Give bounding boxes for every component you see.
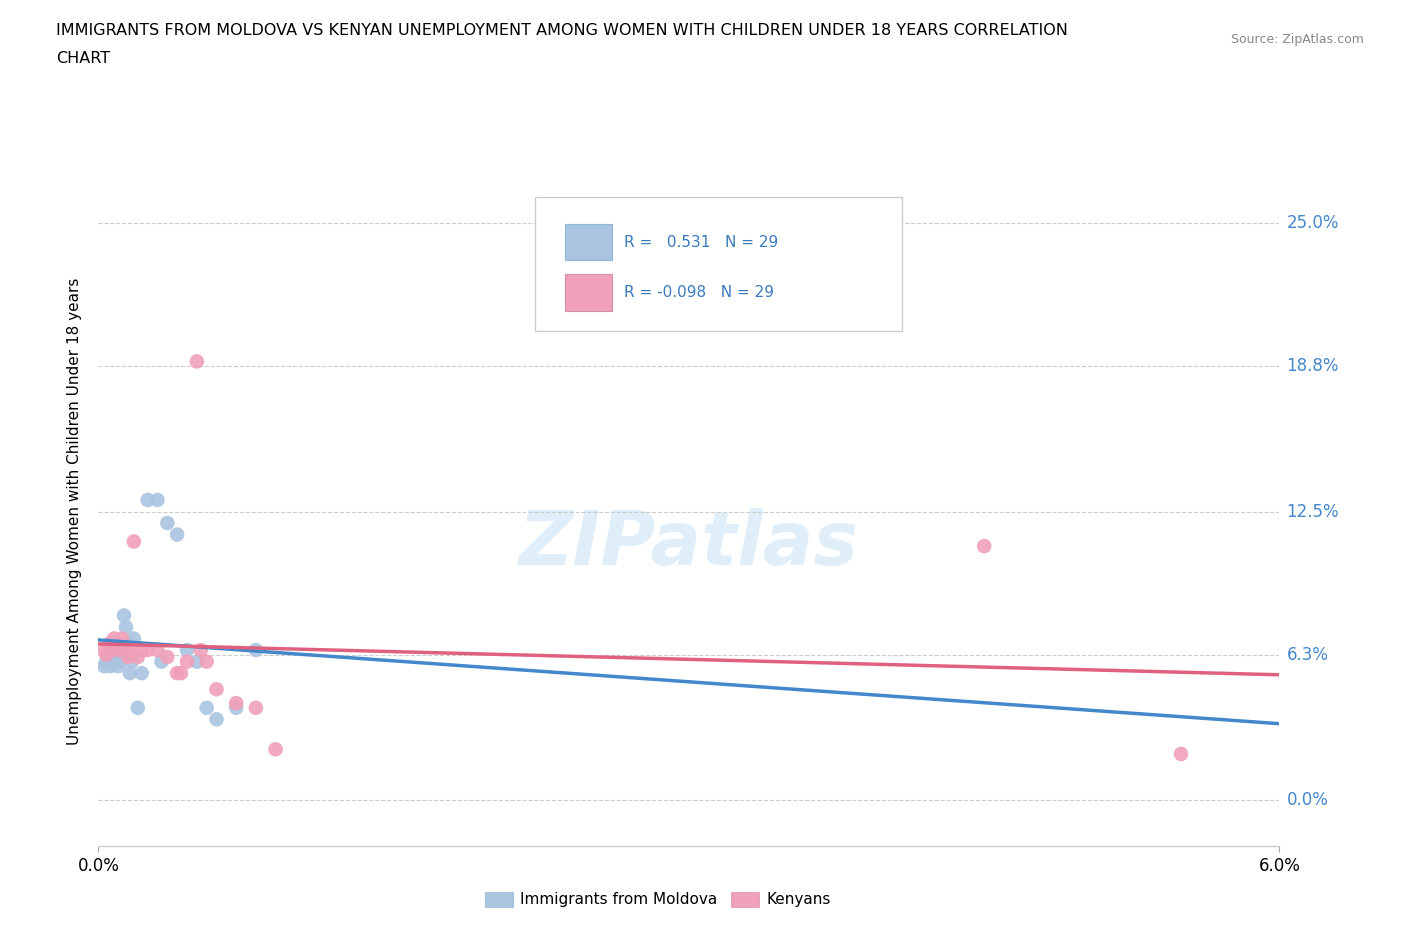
Point <box>115 619 138 634</box>
Point <box>98 636 121 651</box>
Point <box>205 682 228 697</box>
Y-axis label: Unemployment Among Women with Children Under 18 years: Unemployment Among Women with Children U… <box>67 278 83 745</box>
FancyBboxPatch shape <box>565 223 612 260</box>
Point <box>101 643 124 658</box>
Point <box>105 649 128 664</box>
Text: ZIPatlas: ZIPatlas <box>519 509 859 581</box>
Text: Source: ZipAtlas.com: Source: ZipAtlas.com <box>1230 33 1364 46</box>
FancyBboxPatch shape <box>536 197 901 331</box>
Point <box>131 643 153 658</box>
Point <box>111 649 134 664</box>
Text: 6.3%: 6.3% <box>1286 645 1329 664</box>
Point <box>93 643 115 658</box>
Point <box>122 534 145 549</box>
Point <box>127 649 149 664</box>
Point <box>121 654 143 669</box>
Point <box>118 643 141 658</box>
Text: 0.0%: 0.0% <box>1286 791 1329 809</box>
Point <box>127 700 149 715</box>
Text: CHART: CHART <box>56 51 110 66</box>
Point <box>195 700 218 715</box>
Text: 18.8%: 18.8% <box>1286 357 1339 375</box>
Point <box>111 631 134 646</box>
Point <box>264 742 287 757</box>
Point <box>150 654 173 669</box>
Point <box>1170 747 1192 762</box>
Text: 12.5%: 12.5% <box>1286 502 1339 521</box>
Point <box>166 527 188 542</box>
Point <box>115 643 138 658</box>
Point <box>205 711 228 726</box>
Point <box>97 643 120 658</box>
Point <box>107 643 129 658</box>
Point <box>97 649 120 664</box>
Point <box>146 493 169 508</box>
Point <box>146 643 169 658</box>
Point <box>112 608 135 623</box>
Point <box>108 654 131 669</box>
Point <box>117 636 139 651</box>
Text: Kenyans: Kenyans <box>766 892 831 907</box>
Text: R =   0.531   N = 29: R = 0.531 N = 29 <box>624 234 779 250</box>
Text: Immigrants from Moldova: Immigrants from Moldova <box>520 892 717 907</box>
Point <box>98 658 121 673</box>
Point <box>245 643 267 658</box>
Text: 25.0%: 25.0% <box>1286 214 1339 232</box>
Text: IMMIGRANTS FROM MOLDOVA VS KENYAN UNEMPLOYMENT AMONG WOMEN WITH CHILDREN UNDER 1: IMMIGRANTS FROM MOLDOVA VS KENYAN UNEMPL… <box>56 23 1069 38</box>
FancyBboxPatch shape <box>565 273 612 311</box>
Point <box>122 631 145 646</box>
Point <box>170 666 193 681</box>
Point <box>156 515 179 530</box>
Point <box>186 354 208 369</box>
Point <box>96 647 118 662</box>
Point <box>176 643 198 658</box>
Point <box>103 643 125 658</box>
Point <box>103 631 125 646</box>
Point <box>225 700 247 715</box>
Point <box>117 649 139 664</box>
Point <box>101 654 124 669</box>
Point <box>186 654 208 669</box>
Point <box>107 658 129 673</box>
Point <box>156 649 179 664</box>
Point <box>93 658 115 673</box>
Point <box>225 696 247 711</box>
Point <box>131 666 153 681</box>
Point <box>176 654 198 669</box>
Point <box>166 666 188 681</box>
Point <box>973 538 995 553</box>
Point <box>96 654 118 669</box>
Point <box>195 654 218 669</box>
Point <box>190 643 212 658</box>
Text: R = -0.098   N = 29: R = -0.098 N = 29 <box>624 285 773 300</box>
Point <box>136 643 159 658</box>
Point <box>136 493 159 508</box>
Point <box>118 666 141 681</box>
Point <box>245 700 267 715</box>
